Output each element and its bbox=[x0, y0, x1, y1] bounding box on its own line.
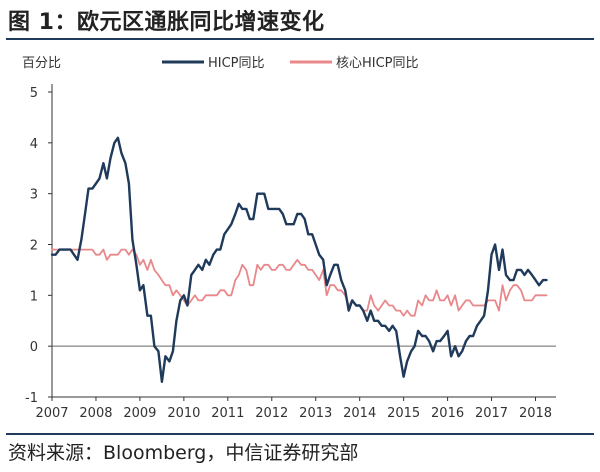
x-tick-label: 2011 bbox=[211, 406, 244, 421]
x-tick-label: 2018 bbox=[519, 406, 552, 421]
x-tick-label: 2009 bbox=[123, 406, 156, 421]
y-axis-label: 百分比 bbox=[22, 56, 61, 71]
x-tick-label: 2016 bbox=[431, 406, 464, 421]
y-tick-label: 3 bbox=[30, 188, 38, 203]
x-tick-label: 2014 bbox=[343, 406, 376, 421]
footer-divider bbox=[6, 433, 594, 435]
chart-title-bar: 图 1：欧元区通胀同比增速变化 bbox=[0, 0, 600, 40]
x-tick-label: 2013 bbox=[299, 406, 332, 421]
y-tick-label: 4 bbox=[30, 137, 38, 152]
x-tick-label: 2008 bbox=[79, 406, 112, 421]
x-tick-label: 2017 bbox=[475, 406, 508, 421]
x-tick-label: 2012 bbox=[255, 406, 288, 421]
y-tick-label: 5 bbox=[30, 86, 38, 101]
x-tick-label: 2007 bbox=[35, 406, 68, 421]
chart-title: 图 1：欧元区通胀同比增速变化 bbox=[8, 10, 325, 35]
title-divider bbox=[6, 38, 594, 40]
y-tick-label: 0 bbox=[30, 340, 38, 355]
y-tick-label: 1 bbox=[30, 289, 38, 304]
legend-label-core: 核心HICP同比 bbox=[336, 56, 419, 71]
y-tick-label: -1 bbox=[25, 391, 38, 406]
x-tick-label: 2010 bbox=[167, 406, 200, 421]
legend-label-headline: HICP同比 bbox=[208, 56, 265, 71]
x-tick-label: 2015 bbox=[387, 406, 420, 421]
y-tick-label: 2 bbox=[30, 239, 38, 254]
series-line-headline bbox=[50, 136, 548, 383]
series-line-core bbox=[51, 248, 548, 317]
source-note: 资料来源：Bloomberg，中信证券研究部 bbox=[8, 442, 359, 464]
